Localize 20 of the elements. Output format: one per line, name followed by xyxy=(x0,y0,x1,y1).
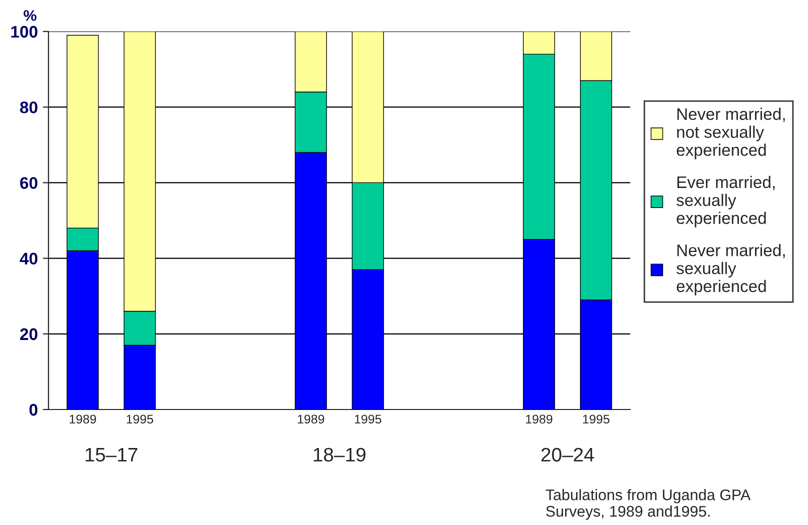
legend-label: Never married, sexually experienced xyxy=(676,244,785,296)
text: Tabulations from Uganda GPA Surveys, 1989 and1995. xyxy=(546,489,751,520)
legend-label: Ever married, sexually experienced xyxy=(676,176,775,228)
y-tick-label: 40 xyxy=(20,252,38,265)
y-tick-label: 20 xyxy=(20,328,38,340)
y-tick-label: 80 xyxy=(20,102,38,114)
x-tick-label: 1989 xyxy=(526,414,552,424)
y-tick-label: 0 xyxy=(29,404,38,416)
text: 15–17 xyxy=(86,448,138,462)
text: 18–19 xyxy=(314,448,366,462)
x-tick-label: 1995 xyxy=(583,414,610,424)
x-tick-label: 1989 xyxy=(70,414,96,424)
text: 20–24 xyxy=(541,448,594,462)
x-tick-label: 1989 xyxy=(298,414,324,424)
y-tick-label: 100 xyxy=(11,26,38,38)
x-tick-label: 1995 xyxy=(354,414,382,424)
x-tick-label: 1995 xyxy=(126,414,154,424)
y-tick-label: 60 xyxy=(20,177,38,189)
y-axis-title: % xyxy=(24,10,36,21)
legend-label: Never married, not sexually experienced xyxy=(676,108,785,160)
